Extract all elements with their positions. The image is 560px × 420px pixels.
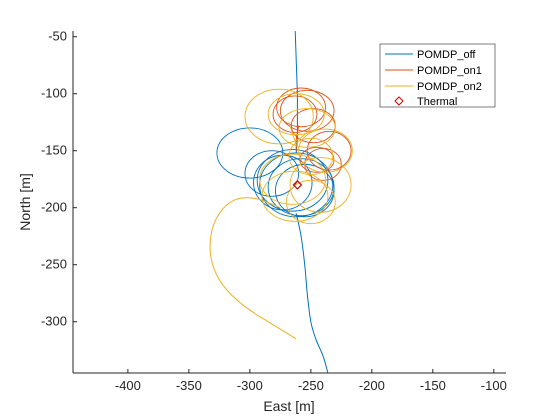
- legend-label-pomdp-off: POMDP_off: [417, 49, 476, 61]
- legend-entry-pomdp-on2: POMDP_on2: [385, 81, 482, 93]
- x-tick-label: -100: [481, 378, 507, 393]
- loiter-circle: [256, 149, 329, 212]
- axes: [72, 31, 506, 374]
- legend-marker-thermal: [394, 96, 404, 106]
- loiter-circle: [289, 157, 352, 213]
- legend-label-pomdp-on1: POMDP_on1: [417, 65, 482, 77]
- series-layer: [209, 31, 353, 373]
- x-tick-label: -400: [115, 378, 141, 393]
- legend-entry-thermal: Thermal: [394, 96, 457, 108]
- loiter-circle: [244, 88, 314, 145]
- loiter-circle: [259, 152, 334, 218]
- x-tick-label: -300: [237, 378, 263, 393]
- loiter-circle: [259, 153, 326, 205]
- series-pomdp-on2: [209, 88, 353, 340]
- loiter-circle: [267, 93, 325, 136]
- y-tick-label: -200: [41, 200, 67, 215]
- y-axis-title: North [m]: [17, 173, 33, 231]
- trajectory-departure: [209, 197, 297, 340]
- loiter-circle: [278, 108, 336, 148]
- trajectory-departure: [295, 213, 329, 373]
- y-tick-label: -150: [41, 143, 67, 158]
- y-tick-label: -100: [41, 86, 67, 101]
- loiter-circle: [279, 89, 335, 132]
- x-axis-title: East [m]: [263, 398, 314, 414]
- loiter-circle: [286, 179, 336, 225]
- y-tick-label: -250: [41, 257, 67, 272]
- loiter-circle: [272, 95, 318, 133]
- legend-label-thermal: Thermal: [417, 96, 457, 108]
- x-tick-label: -250: [298, 378, 324, 393]
- x-tick-label: -150: [420, 378, 446, 393]
- ticks: -400 -350 -300 -250 -200 -150 -100 -50 -100 -150 -…: [41, 29, 507, 393]
- x-tick-label: -350: [176, 378, 202, 393]
- legend-label-pomdp-on2: POMDP_on2: [417, 81, 482, 93]
- legend-entry-pomdp-off: POMDP_off: [385, 49, 476, 61]
- y-tick-label: -300: [41, 314, 67, 329]
- y-tick-label: -50: [48, 29, 67, 44]
- plot-area: [209, 31, 353, 373]
- thermal-marker: [292, 180, 303, 190]
- loiter-circle: [298, 128, 353, 173]
- loiter-circle: [276, 87, 326, 128]
- legend: POMDP_off POMDP_on1 POMDP_on2 Thermal: [379, 43, 496, 108]
- loiter-circle: [306, 130, 352, 171]
- loiter-circle: [244, 150, 300, 197]
- x-tick-label: -200: [359, 378, 385, 393]
- loiter-circle: [261, 170, 329, 222]
- legend-entry-pomdp-on1: POMDP_on1: [385, 65, 482, 77]
